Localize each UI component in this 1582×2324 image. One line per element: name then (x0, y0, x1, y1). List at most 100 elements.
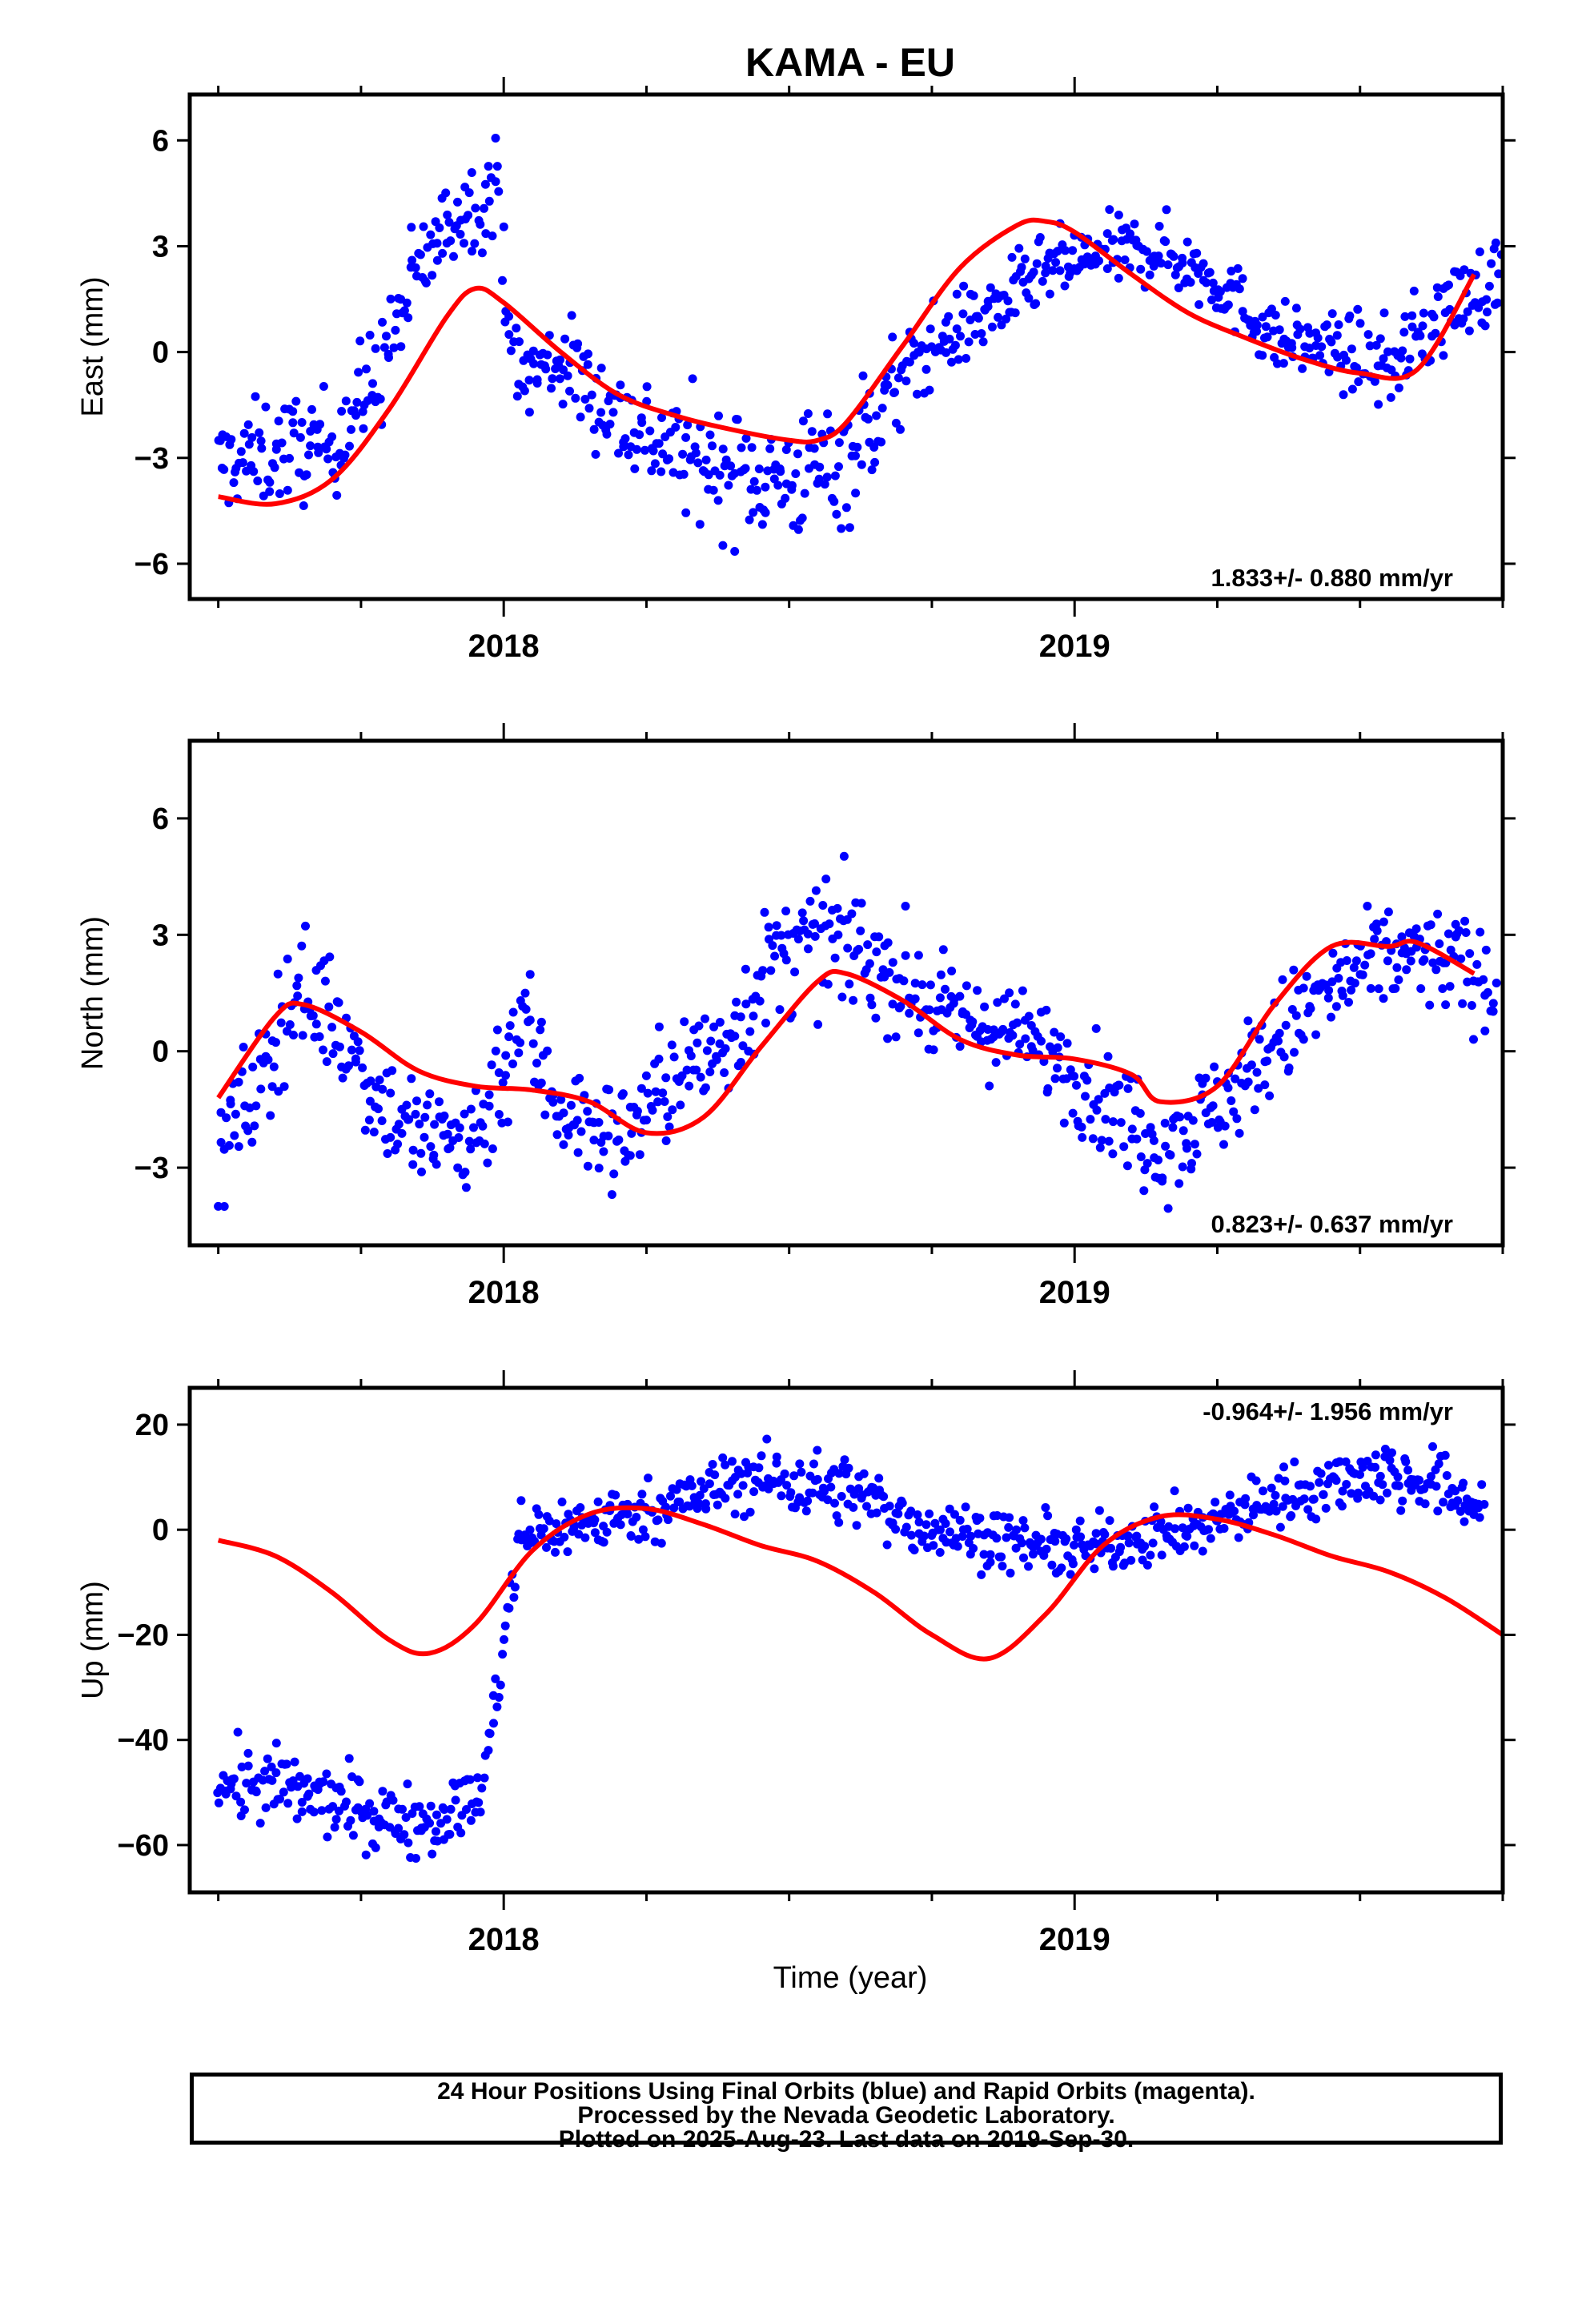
data-point (738, 1481, 748, 1490)
data-point (1482, 295, 1492, 304)
data-point (387, 1066, 397, 1076)
data-point (683, 420, 693, 430)
data-point (1460, 1517, 1469, 1526)
data-point (401, 1813, 411, 1822)
data-point (626, 1531, 636, 1540)
data-point (901, 1522, 911, 1532)
data-point (1108, 1149, 1118, 1159)
data-point (1234, 1533, 1243, 1542)
data-point (1132, 1134, 1142, 1144)
data-point (986, 283, 995, 292)
data-point (752, 485, 761, 495)
y-tick-label: −3 (135, 442, 169, 476)
data-point (749, 1011, 758, 1021)
data-point (1136, 1152, 1146, 1161)
data-point (261, 402, 271, 412)
data-point (1322, 320, 1331, 330)
data-point (407, 1074, 416, 1084)
data-point (935, 1548, 945, 1557)
data-point (520, 386, 529, 396)
data-point (1488, 999, 1498, 1008)
data-point (453, 197, 462, 207)
data-point (589, 424, 599, 434)
north-fit-line (216, 939, 1476, 1136)
data-point (1077, 1122, 1086, 1132)
data-point (1287, 1511, 1296, 1520)
data-point (1396, 1506, 1406, 1515)
data-point (857, 460, 866, 469)
data-point (378, 1084, 387, 1094)
data-point (289, 1031, 298, 1039)
data-point (1371, 340, 1381, 350)
data-point (862, 1502, 871, 1511)
data-point (1229, 1107, 1239, 1116)
data-point (426, 230, 436, 239)
data-point (584, 404, 594, 413)
data-point (234, 1077, 243, 1087)
data-point (499, 222, 508, 231)
data-point (1349, 963, 1359, 972)
data-point (1374, 400, 1383, 409)
caption-line-1: 24 Hour Positions Using Final Orbits (bl… (437, 2078, 1255, 2105)
data-point (323, 454, 333, 464)
data-point (946, 1527, 954, 1537)
data-point (998, 1024, 1008, 1034)
data-point (985, 1081, 994, 1091)
data-point (913, 951, 923, 960)
data-point (1331, 1476, 1341, 1486)
data-point (1095, 1143, 1105, 1152)
data-point (1354, 1488, 1363, 1498)
data-point (1290, 1047, 1299, 1057)
data-point (654, 1022, 664, 1031)
data-point (710, 1470, 720, 1480)
data-point (1400, 312, 1410, 321)
data-point (1223, 300, 1233, 310)
data-point (832, 509, 841, 519)
data-point (536, 1017, 546, 1027)
data-point (1260, 1080, 1270, 1090)
data-point (1370, 935, 1379, 944)
data-point (883, 380, 893, 390)
data-point (1154, 1156, 1163, 1164)
data-point (795, 1459, 805, 1469)
data-point (402, 1100, 412, 1110)
data-point (823, 979, 833, 989)
data-point (417, 1167, 426, 1176)
data-point (528, 1039, 538, 1048)
data-point (839, 851, 849, 861)
data-point (913, 1510, 922, 1519)
data-point (705, 430, 715, 440)
data-point (283, 485, 292, 495)
data-point (669, 1052, 679, 1062)
data-point (1338, 1486, 1347, 1496)
data-point (277, 438, 287, 448)
data-point (1258, 351, 1267, 360)
data-point (780, 1470, 789, 1478)
data-point (760, 907, 769, 917)
data-point (1005, 1513, 1014, 1522)
data-point (594, 1118, 604, 1127)
data-point (560, 334, 570, 344)
data-point (1238, 307, 1247, 316)
data-point (853, 442, 862, 452)
data-point (542, 1542, 551, 1552)
data-point (446, 236, 456, 246)
data-point (885, 1502, 894, 1511)
data-point (271, 1768, 281, 1778)
data-point (1394, 975, 1403, 984)
data-point (348, 1831, 358, 1840)
data-point (574, 1530, 584, 1539)
data-point (681, 432, 691, 442)
data-point (1379, 308, 1389, 318)
data-point (375, 1076, 384, 1084)
data-point (1475, 247, 1484, 256)
data-point (297, 418, 307, 427)
data-point (1174, 1179, 1184, 1188)
data-point (1053, 1063, 1062, 1073)
data-point (1379, 354, 1388, 364)
data-point (879, 1492, 889, 1502)
data-point (830, 1498, 839, 1508)
data-point (242, 1779, 251, 1788)
data-point (813, 1445, 822, 1455)
data-point (962, 981, 971, 991)
